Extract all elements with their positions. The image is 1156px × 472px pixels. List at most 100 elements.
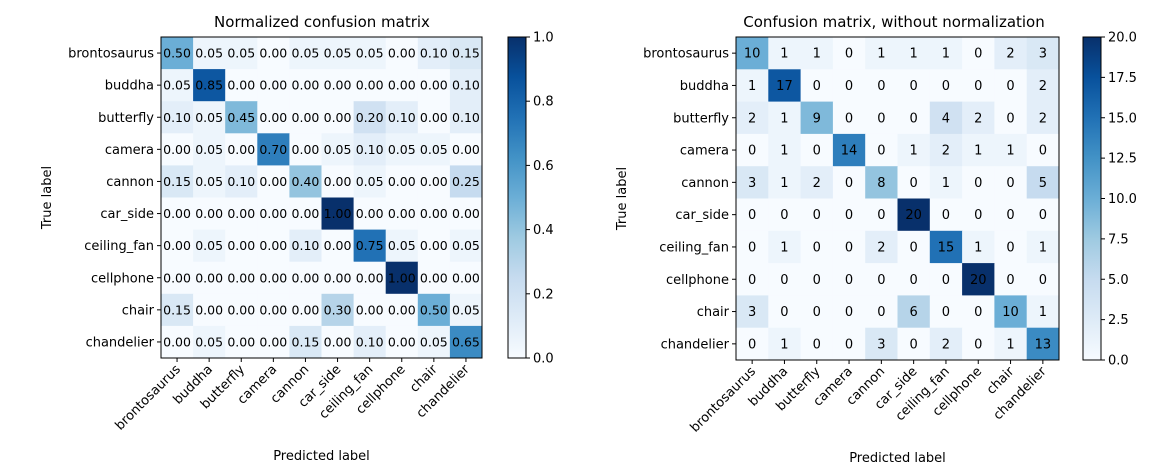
cell-value-label: 0.00: [227, 270, 255, 285]
cell-value-label: 0.30: [324, 302, 352, 317]
cell-value-label: 0: [974, 337, 982, 352]
colorbar-tick-label: 20.0: [1108, 31, 1137, 46]
cell-value-label: 0.00: [195, 270, 223, 285]
cell-value-label: 1: [780, 144, 788, 159]
cell-value-label: 0: [845, 208, 853, 223]
heatmap-cell: [289, 197, 322, 231]
cell-value-label: 0: [748, 273, 756, 288]
heatmap-cell: [257, 261, 290, 295]
heatmap-cell: [353, 133, 387, 166]
colorbar-tick-label: 17.5: [1108, 71, 1137, 86]
heatmap-cell: [225, 37, 258, 70]
cell-value-label: 0.00: [227, 302, 255, 317]
heatmap-cell: [768, 327, 802, 361]
y-tick-label: butterfly: [673, 111, 729, 126]
cell-value-label: 0: [748, 144, 756, 159]
heatmap-cell: [449, 69, 483, 102]
heatmap-cells: [736, 37, 1060, 361]
heatmap-cell: [1026, 295, 1060, 329]
y-tick-label: buddha: [680, 79, 729, 94]
cell-value-label: 1.00: [388, 270, 416, 285]
cell-value-label: 2: [1039, 111, 1047, 126]
heatmap-cell: [865, 133, 898, 167]
heatmap-cell: [161, 37, 194, 70]
cell-value-label: 0: [780, 208, 788, 223]
cell-value-label: 0.00: [324, 110, 352, 125]
cell-value-label: 0: [942, 79, 950, 94]
cell-value-label: 2: [1039, 79, 1047, 94]
cell-value-label: 0.00: [388, 302, 416, 317]
heatmap-cell: [417, 165, 451, 198]
colorbar-tick-label: 0.8: [533, 95, 554, 110]
cell-value-label: 0: [942, 208, 950, 223]
heatmap-cell: [321, 229, 355, 263]
cell-value-label: 0: [910, 240, 918, 255]
y-tick-label: camera: [105, 143, 154, 158]
cell-value-label: 0.00: [259, 110, 287, 125]
heatmap-cell: [865, 198, 898, 232]
heatmap-cell: [321, 37, 355, 70]
cell-value-label: 2: [1006, 47, 1014, 62]
colorbar-ticks: 0.0 0.2 0.4 0.6 0.8 1.0: [526, 31, 554, 367]
cell-value-label: 4: [942, 111, 950, 126]
heatmap-cell: [929, 69, 963, 103]
y-tick-label: chair: [697, 305, 730, 320]
cell-value-label: 0.15: [163, 302, 191, 317]
cell-value-label: 0.00: [356, 270, 384, 285]
cell-value-label: 0: [877, 305, 885, 320]
heatmap-cell: [417, 133, 451, 166]
colorbar-tick-label: 1.0: [533, 31, 554, 46]
cell-value-label: 0.00: [259, 270, 287, 285]
colorbar-gradient: [1082, 36, 1102, 361]
cell-value-label: 0: [748, 337, 756, 352]
heatmap-cell: [994, 133, 1028, 167]
heatmap-cell: [800, 327, 834, 361]
cell-value-label: 0: [845, 273, 853, 288]
cell-value-label: 0: [1006, 111, 1014, 126]
cell-value-label: 0.00: [292, 302, 320, 317]
cell-value-label: 0.00: [259, 46, 287, 61]
heatmap-cell: [321, 133, 355, 166]
heatmap-cell: [289, 69, 322, 102]
cell-value-label: 0.15: [292, 334, 320, 349]
heatmap-cell: [768, 295, 802, 329]
heatmap-cell: [929, 133, 963, 167]
cell-value-label: 0.00: [420, 270, 448, 285]
cell-value-label: 0.00: [420, 78, 448, 93]
cell-value-label: 0.10: [292, 238, 320, 253]
heatmap-cell: [161, 69, 194, 102]
heatmap-cell: [736, 133, 769, 167]
cell-value-label: 3: [748, 305, 756, 320]
heatmap-cell: [353, 165, 387, 198]
heatmap-cell: [962, 69, 995, 103]
cell-value-label: 0.65: [452, 334, 480, 349]
cell-value-label: 0.00: [292, 206, 320, 221]
heatmap-cell: [417, 37, 451, 70]
y-tick-label: cannon: [106, 175, 154, 190]
heatmap-cell: [865, 166, 898, 199]
cell-value-label: 0.25: [452, 174, 480, 189]
heatmap-cell: [257, 101, 290, 134]
cell-value-label: 0.00: [452, 270, 480, 285]
cell-value-label: 0: [813, 337, 821, 352]
heatmap-cell: [321, 165, 355, 198]
heatmap-cell: [193, 325, 226, 359]
cell-value-label: 20: [970, 273, 987, 288]
heatmap-cell: [193, 69, 226, 102]
cell-value-label: 0.00: [292, 110, 320, 125]
y-tick-label: chair: [122, 303, 155, 318]
cell-value-label: 0.05: [227, 46, 255, 61]
heatmap-cell: [800, 133, 834, 167]
cell-value-label: 0: [910, 337, 918, 352]
heatmap-cell: [417, 197, 451, 231]
heatmap-cell: [929, 230, 963, 264]
cell-value-label: 0.00: [195, 206, 223, 221]
cell-value-label: 0.00: [452, 142, 480, 157]
heatmap-cell: [353, 69, 387, 102]
cell-value-label: 0.00: [195, 302, 223, 317]
cell-value-label: 0: [1039, 273, 1047, 288]
heatmap-cell: [994, 37, 1028, 70]
cell-value-label: 0.00: [388, 174, 416, 189]
heatmap-cell: [929, 101, 963, 135]
y-axis-ticks: brontosaurus buddha butterfly camera cannon c…: [68, 47, 161, 350]
